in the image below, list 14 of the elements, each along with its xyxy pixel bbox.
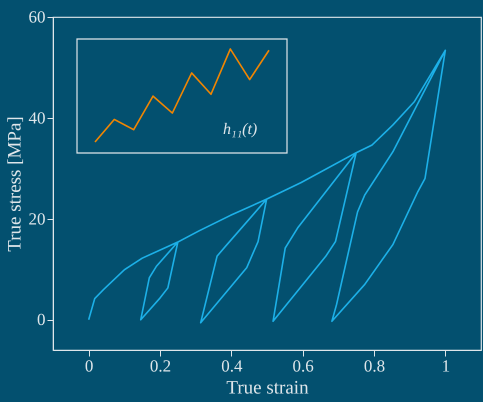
x-tick-label: 0.2 [150, 356, 172, 376]
y-tick-label: 40 [28, 108, 46, 128]
x-tick-label: 0 [84, 356, 94, 376]
x-tick-label: 0.4 [221, 356, 243, 376]
x-axis-title: True strain [226, 378, 310, 398]
x-tick-label: 1 [442, 356, 450, 376]
y-axis-title: True stress [MPa] [4, 116, 26, 252]
x-tick-label: 0.6 [292, 356, 314, 376]
series-label: h₁₁(t) [223, 121, 258, 138]
line-series [88, 50, 446, 324]
x-tick-label: 0.8 [364, 356, 386, 376]
y-tick-label: 0 [37, 310, 46, 330]
y-tick-label: 60 [28, 8, 46, 26]
y-tick-label: 20 [28, 209, 46, 228]
